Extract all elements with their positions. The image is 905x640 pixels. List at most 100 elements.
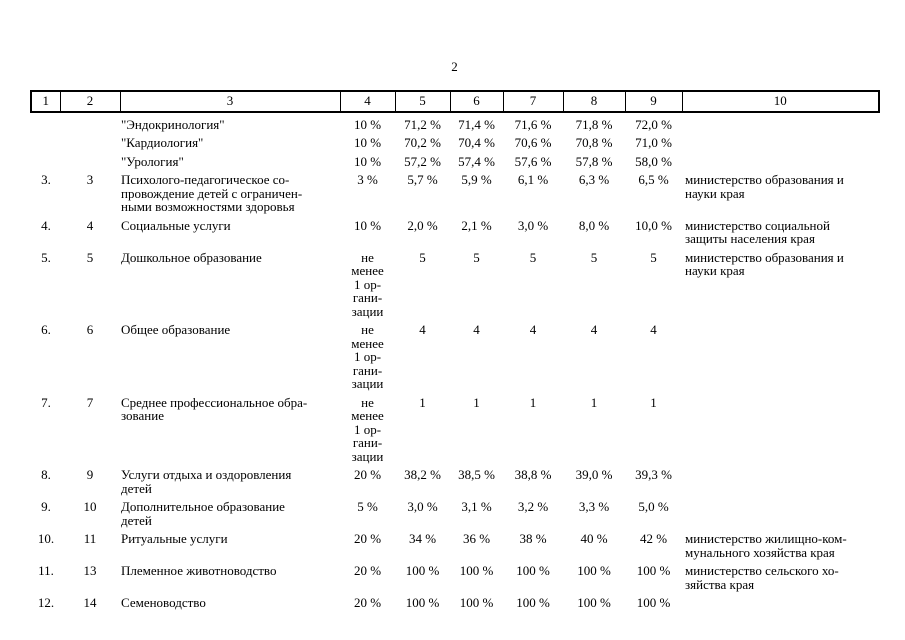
cell-value-col8: 100 % — [577, 563, 611, 578]
cell-item-number — [60, 112, 120, 132]
cell-item-number — [60, 131, 120, 150]
cell-value-col7: 5 — [529, 249, 537, 265]
cell-item-number: 3 — [86, 172, 94, 187]
cell-service-name: "Урология" — [121, 153, 184, 169]
cell-value-col5: 3,0 % — [407, 499, 438, 514]
cell-value-col6: 5,9 % — [461, 172, 492, 187]
cell-value-col9: 1 — [650, 394, 657, 410]
cell-value-col6: 36 % — [462, 531, 491, 546]
cell-value-col9: 5 — [650, 249, 657, 265]
cell-responsible-ministry — [682, 495, 879, 527]
cell-target-value: 20 % — [353, 467, 382, 482]
cell-value-col9: 6,5 % — [638, 172, 669, 187]
cell-value-col5: 5,7 % — [407, 172, 438, 187]
cell-value-col8: 39,0 % — [575, 467, 613, 482]
cell-item-number: 11 — [83, 531, 97, 546]
cell-service-name: Дополнительное образование детей — [121, 499, 285, 528]
cell-value-col8: 5 — [590, 249, 598, 265]
cell-value-col6: 3,1 % — [461, 499, 492, 514]
cell-value-col8: 3,3 % — [578, 499, 610, 514]
cell-target-value: 3 % — [357, 172, 378, 187]
header-cell-10: 10 — [681, 90, 880, 112]
cell-target-value: не менее 1 ор- гани- зации — [351, 394, 384, 464]
cell-responsible-ministry — [682, 463, 879, 495]
cell-value-col7: 6,1 % — [517, 172, 549, 187]
cell-value-col7: 70,6 % — [514, 135, 552, 150]
cell-item-number: 4 — [86, 217, 94, 233]
cell-target-value: 5 % — [357, 499, 378, 514]
cell-item-number: 10 — [83, 499, 97, 514]
table-header-row: 1 2 3 4 5 6 7 8 9 10 — [30, 90, 880, 112]
cell-item-number — [60, 150, 120, 169]
header-cell-2: 2 — [59, 90, 121, 112]
cell-row-number: 10. — [37, 531, 55, 546]
header-cell-7: 7 — [502, 90, 564, 112]
cell-service-name: Услуги отдыха и оздоровления детей — [121, 467, 292, 496]
cell-responsible-ministry: министерство сельского хо- зяйства края — [685, 563, 839, 592]
header-cell-9: 9 — [624, 90, 683, 112]
cell-value-col7: 100 % — [516, 563, 550, 578]
cell-value-col9: 39,3 % — [635, 467, 672, 482]
table-row: 11. 13 Племенное животноводство 20 % 100… — [31, 559, 879, 591]
cell-row-number: 4. — [41, 217, 51, 233]
cell-value-col8: 57,8 % — [575, 153, 613, 169]
cell-value-col7: 3,0 % — [517, 217, 549, 233]
cell-value-col6: 5 — [473, 249, 480, 265]
cell-target-value: 20 % — [353, 563, 382, 578]
cell-service-name: Племенное животноводство — [121, 563, 277, 578]
header-cell-1: 1 — [30, 90, 61, 112]
table-body: "Эндокринология" 10 % 71,2 % 71,4 % 71,6… — [31, 112, 879, 611]
cell-value-col7: 100 % — [516, 595, 550, 610]
cell-row-number — [31, 112, 60, 132]
cell-value-col8: 40 % — [580, 531, 608, 546]
cell-value-col9: 58,0 % — [635, 153, 672, 169]
cell-responsible-ministry: министерство образования и науки края — [685, 249, 844, 278]
cell-service-name: Социальные услуги — [121, 217, 231, 233]
cell-value-col9: 71,0 % — [635, 135, 672, 150]
table-row: 10. 11 Ритуальные услуги 20 % 34 % 36 % … — [31, 527, 879, 559]
header-cell-8: 8 — [562, 90, 626, 112]
cell-row-number — [31, 131, 60, 150]
cell-row-number: 3. — [41, 172, 51, 187]
cell-responsible-ministry — [682, 591, 879, 611]
cell-value-col8: 6,3 % — [578, 172, 610, 187]
cell-value-col8: 8,0 % — [578, 217, 610, 233]
cell-value-col7: 38,8 % — [514, 467, 552, 482]
cell-value-col7: 71,6 % — [514, 116, 552, 132]
cell-service-name: Дошкольное образование — [121, 249, 262, 265]
cell-value-col6: 70,4 % — [458, 135, 495, 150]
cell-item-number: 14 — [83, 595, 97, 610]
cell-value-col5: 4 — [419, 322, 426, 337]
cell-value-col8: 70,8 % — [575, 135, 613, 150]
table-row: 5. 5 Дошкольное образование не менее 1 о… — [31, 246, 879, 319]
cell-item-number: 9 — [86, 467, 94, 482]
cell-service-name: "Кардиология" — [121, 135, 204, 150]
cell-value-col6: 100 % — [459, 563, 494, 578]
cell-value-col8: 4 — [590, 322, 598, 337]
table-row: "Кардиология" 10 % 70,2 % 70,4 % 70,6 % … — [31, 131, 879, 150]
cell-item-number: 13 — [83, 563, 97, 578]
table-row: "Урология" 10 % 57,2 % 57,4 % 57,6 % 57,… — [31, 150, 879, 169]
cell-value-col5: 1 — [419, 394, 426, 410]
cell-responsible-ministry — [682, 131, 879, 150]
cell-value-col9: 100 % — [636, 595, 671, 610]
table-row: 7. 7 Среднее профессиональное обра- зова… — [31, 391, 879, 464]
cell-value-col5: 34 % — [408, 531, 437, 546]
cell-target-value: 10 % — [353, 153, 382, 169]
cell-responsible-ministry — [682, 112, 879, 132]
table-row: 12. 14 Семеноводство 20 % 100 % 100 % 10… — [31, 591, 879, 611]
cell-value-col5: 5 — [419, 249, 426, 265]
cell-row-number: 9. — [41, 499, 51, 514]
cell-item-number: 7 — [86, 394, 94, 410]
cell-responsible-ministry: министерство жилищно-ком- мунального хоз… — [685, 531, 847, 560]
cell-service-name: "Эндокринология" — [121, 116, 225, 132]
cell-row-number: 5. — [41, 249, 51, 265]
header-cell-6: 6 — [449, 90, 504, 112]
cell-responsible-ministry: министерство социальной защиты населения… — [685, 217, 830, 246]
cell-value-col6: 38,5 % — [458, 467, 495, 482]
cell-row-number: 8. — [41, 467, 51, 482]
cell-value-col9: 5,0 % — [638, 499, 669, 514]
cell-target-value: 10 % — [353, 135, 382, 150]
cell-service-name: Общее образование — [121, 322, 231, 337]
